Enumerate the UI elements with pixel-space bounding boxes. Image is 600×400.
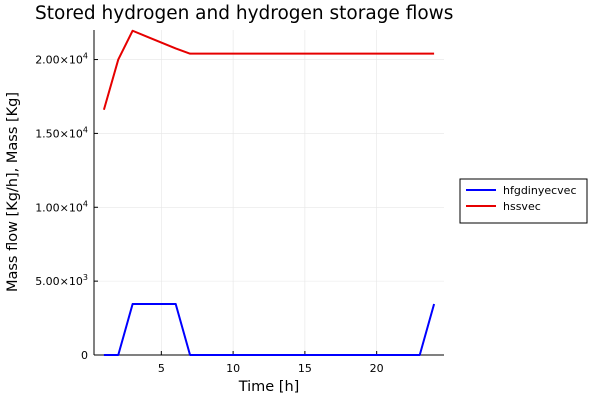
series-line-hfgdinyecvec: [103, 303, 436, 356]
grid: [94, 30, 444, 356]
legend-label-hssvec: hssvec: [503, 200, 541, 213]
y-axis-label: Mass flow [Kg/h], Mass [Kg]: [5, 92, 21, 292]
y-tick-label: 0: [81, 349, 88, 362]
chart-title: Stored hydrogen and hydrogen storage flo…: [35, 3, 453, 24]
axes: [93, 30, 444, 356]
y-tick-label: 5.00×103: [35, 273, 88, 288]
x-tick-label: 10: [226, 362, 240, 375]
tick-labels: 5 10 15 20 0 5.00×103 1.00×104 1.50×104 2.00×104: [35, 52, 383, 375]
x-tick-label: 15: [298, 362, 312, 375]
y-tick-label: 1.00×104: [35, 199, 88, 214]
x-tick-label: 20: [370, 362, 384, 375]
series-line-hssvec: [102, 29, 435, 111]
legend: hfgdinyecvec hssvec: [459, 178, 588, 224]
x-tick-label: 5: [158, 362, 165, 375]
y-tick-label: 2.00×104: [35, 52, 88, 67]
y-tick-label: 1.50×104: [35, 125, 88, 140]
series-lines: [102, 29, 436, 356]
legend-label-hfgdinyecvec: hfgdinyecvec: [503, 184, 577, 197]
legend-box: [459, 178, 588, 224]
x-axis-label: Time [h]: [238, 379, 300, 395]
